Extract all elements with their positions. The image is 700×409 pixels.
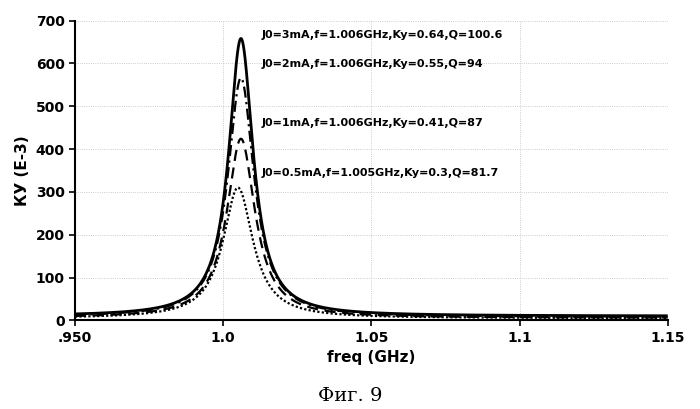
Text: J0=2mA,f=1.006GHz,Ky=0.55,Q=94: J0=2mA,f=1.006GHz,Ky=0.55,Q=94 bbox=[262, 59, 483, 69]
Text: J0=1mA,f=1.006GHz,Ky=0.41,Q=87: J0=1mA,f=1.006GHz,Ky=0.41,Q=87 bbox=[262, 118, 484, 128]
Y-axis label: КУ (Е-3): КУ (Е-3) bbox=[15, 135, 30, 206]
Text: Фиг. 9: Фиг. 9 bbox=[318, 387, 382, 405]
X-axis label: freq (GHz): freq (GHz) bbox=[327, 351, 416, 365]
Text: J0=0.5mA,f=1.005GHz,Ky=0.3,Q=81.7: J0=0.5mA,f=1.005GHz,Ky=0.3,Q=81.7 bbox=[262, 168, 499, 178]
Text: J0=3mA,f=1.006GHz,Ky=0.64,Q=100.6: J0=3mA,f=1.006GHz,Ky=0.64,Q=100.6 bbox=[262, 31, 503, 40]
